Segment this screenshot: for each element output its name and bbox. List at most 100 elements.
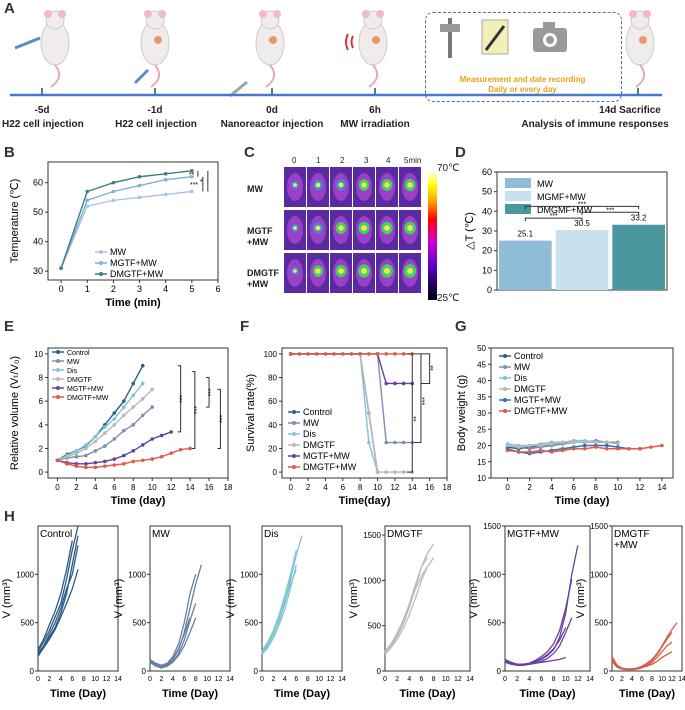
bar-value-label: 25.1 — [518, 230, 534, 239]
series-line — [290, 353, 413, 385]
data-point — [169, 451, 173, 455]
x-tick-label: 0 — [55, 483, 60, 492]
data-point — [84, 465, 88, 470]
plot-frame — [281, 347, 448, 479]
data-point — [527, 443, 532, 448]
data-point — [314, 352, 319, 356]
y-tick-label: 1000 — [128, 570, 146, 579]
sig-label: *** — [578, 201, 586, 208]
sig-label: *** — [194, 406, 201, 414]
data-point — [84, 446, 88, 451]
group-label: DMGTF — [614, 529, 650, 540]
data-point — [137, 183, 142, 188]
y-tick-label: 500 — [595, 619, 609, 628]
time-label-5: 5min — [404, 156, 422, 165]
chart-e-relative-volume: 0 2 4 6 8 10 12 14 16 18 0 2 4 6 8 10 Time (day) Relative… — [9, 347, 233, 507]
y-tick-label: 40 — [268, 421, 277, 430]
x-tick-label: 2 — [515, 676, 519, 683]
x-tick-label: 4 — [163, 284, 168, 294]
y-tick-label: 500 — [133, 619, 147, 628]
x-tick-label: 4 — [630, 676, 634, 683]
data-point — [367, 440, 371, 445]
x-tick-label: 10 — [373, 483, 382, 492]
tumor-curve — [384, 566, 429, 653]
caliper-icon — [440, 18, 460, 58]
data-point — [103, 444, 107, 448]
x-tick-label: 2 — [620, 676, 624, 683]
mouse-icon-5 — [625, 10, 655, 88]
thermal-row-label-3: DMGTF +MW — [247, 268, 279, 289]
data-point — [297, 352, 302, 356]
plot-frame — [47, 347, 229, 479]
data-point — [55, 458, 60, 463]
y-tick-label: 30 — [477, 409, 486, 418]
legend-marker — [56, 350, 60, 354]
y-axis-label: Body weight (g) — [456, 375, 468, 451]
series-line — [57, 383, 144, 461]
x-tick-label: 14 — [586, 676, 594, 683]
legend-label: MGTF+MW — [514, 395, 561, 405]
group-label: +MW — [614, 540, 638, 551]
y-tick-label: 6 — [39, 397, 44, 406]
data-point — [549, 442, 554, 446]
data-point — [150, 457, 155, 461]
legend-swatch — [505, 204, 531, 214]
sig-label: *** — [190, 182, 198, 189]
y-tick-label: 100 — [264, 350, 278, 359]
legend-marker — [503, 387, 507, 391]
y-tick-label: 500 — [21, 619, 35, 628]
legend-label: MGTF+MW — [67, 386, 104, 393]
legend-marker — [99, 261, 103, 265]
x-tick-label: 0 — [288, 483, 293, 492]
x-tick-label: 6 — [182, 676, 186, 683]
y-tick-label: 30 — [33, 266, 43, 276]
x-tick-label: 6 — [572, 483, 577, 492]
data-point — [121, 453, 126, 458]
data-point — [516, 445, 521, 449]
chart-b-temperature: 0 1 2 3 4 5 6 30 40 50 60 Time (min) Temperature (℃)… — [9, 161, 221, 309]
x-axis-label: Time (Day) — [50, 688, 106, 700]
x-tick-label: 6 — [70, 676, 74, 683]
data-point — [178, 447, 183, 452]
legend-label: MGTF+MW — [110, 258, 157, 268]
sig-label: *** — [208, 388, 215, 396]
data-point — [560, 448, 565, 453]
y-tick-label: 8 — [39, 374, 44, 383]
data-point — [384, 381, 389, 386]
data-point — [131, 393, 136, 398]
y-tick-label: 0 — [273, 468, 278, 477]
data-point — [121, 428, 126, 433]
x-tick-label: 0 — [610, 676, 614, 683]
x-axis-label: Time (Day) — [162, 688, 218, 700]
data-point — [288, 352, 293, 356]
data-point — [74, 464, 79, 468]
y-axis-label: V (mm³) — [348, 579, 360, 619]
bar-value-label: 33.2 — [631, 214, 647, 223]
x-tick-label: 2 — [271, 676, 275, 683]
data-point — [65, 454, 69, 459]
data-point — [103, 425, 107, 429]
y-tick-label: 40 — [33, 237, 43, 247]
thermal-core — [384, 182, 390, 188]
data-point — [375, 352, 380, 356]
legend-marker — [503, 409, 507, 413]
series-line — [60, 190, 192, 269]
data-point — [571, 440, 576, 445]
timeline-svg — [10, 10, 662, 98]
data-point — [401, 440, 406, 445]
y-tick-label: 10 — [477, 474, 486, 483]
bar — [499, 240, 552, 290]
tumor-curve — [504, 627, 567, 665]
data-point — [560, 440, 565, 445]
data-point — [131, 405, 136, 409]
data-point — [112, 457, 117, 461]
y-tick-label: 0 — [30, 667, 35, 676]
x-tick-label: 2 — [527, 483, 532, 492]
x-tick-label: 2 — [111, 284, 116, 294]
x-tick-label: 10 — [315, 676, 323, 683]
y-tick-label: 30 — [482, 226, 492, 236]
sig-bracket — [191, 371, 196, 449]
y-tick-label: 20 — [482, 246, 492, 256]
y-axis-label: V (mm³) — [225, 579, 237, 619]
x-tick-label: 14 — [114, 676, 122, 683]
